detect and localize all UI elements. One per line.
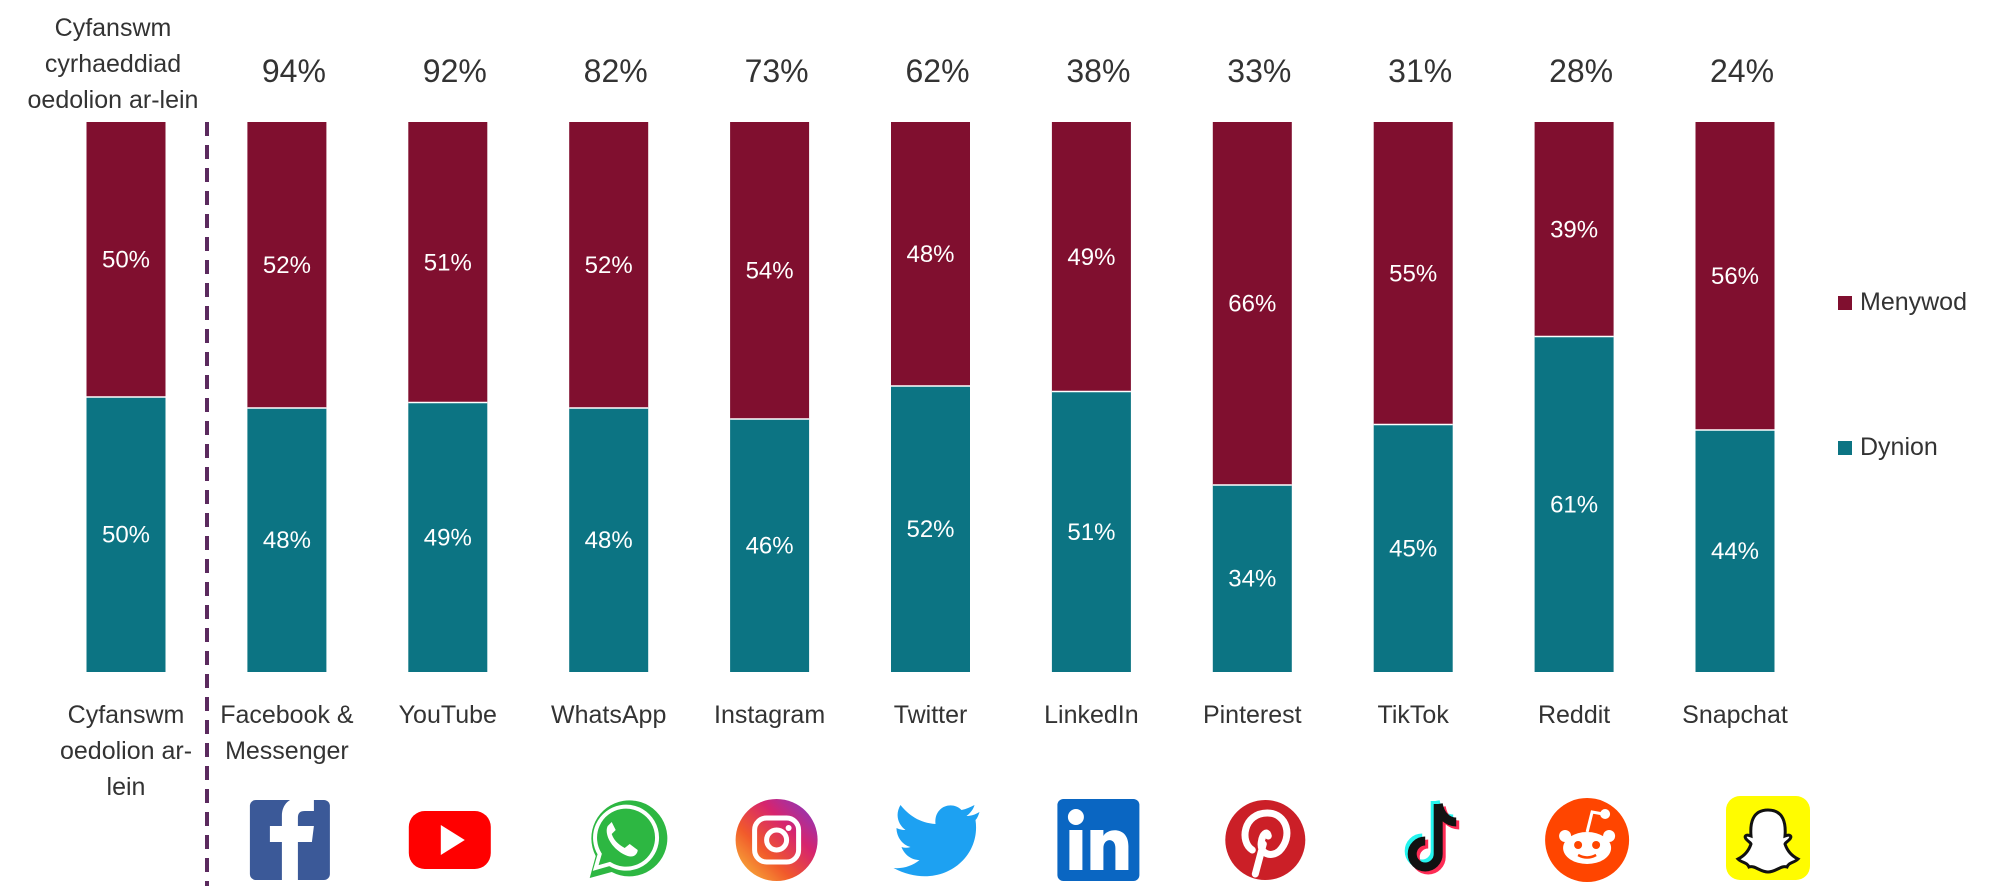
legend-swatch	[1838, 296, 1852, 310]
bar-segment-dynion	[247, 408, 327, 672]
data-label-menywod: 49%	[1067, 244, 1115, 271]
reach-title-line: oedolion ar-lein	[28, 86, 199, 114]
category-label: YouTube	[399, 701, 497, 729]
bar-segment-menywod	[1373, 122, 1453, 425]
legend-label: Menywod	[1860, 288, 1967, 316]
bar-segment-menywod	[86, 122, 166, 397]
data-label-dynion: 51%	[1067, 519, 1115, 546]
bar-segment-menywod	[408, 122, 488, 403]
legend: Menywod Dynion	[1838, 288, 1967, 461]
category-label: LinkedIn	[1044, 701, 1139, 729]
bar-segment-menywod	[891, 122, 970, 386]
category-label: Pinterest	[1203, 701, 1302, 729]
pinterest-icon	[1225, 800, 1306, 880]
bar-segment-menywod	[1534, 122, 1614, 337]
bar-segment-dynion	[1534, 336, 1614, 672]
data-label-dynion: 50%	[102, 522, 150, 549]
bar-segment-dynion	[86, 397, 166, 672]
bar-segment-dynion	[891, 386, 970, 672]
instagram-icon	[735, 799, 818, 881]
bar-segment-dynion	[1373, 424, 1453, 672]
tiktok-icon	[1404, 799, 1460, 875]
data-label-dynion: 46%	[746, 533, 794, 560]
category-label: Messenger	[225, 737, 349, 765]
platform-icons	[249, 796, 1810, 882]
category-label: lein	[107, 773, 146, 801]
data-label-dynion: 48%	[263, 527, 311, 554]
data-label-menywod: 50%	[102, 247, 150, 274]
bar-segment-menywod	[1212, 122, 1292, 485]
category-label: Twitter	[894, 701, 968, 729]
bar-segment-dynion	[730, 419, 810, 672]
data-label-menywod: 52%	[263, 252, 311, 279]
bar-segment-dynion	[1051, 391, 1131, 672]
category-label: Facebook &	[220, 701, 354, 729]
reach-value: 82%	[584, 53, 648, 89]
category-label: WhatsApp	[551, 701, 666, 729]
data-label-menywod: 52%	[585, 252, 633, 279]
reach-value: 24%	[1710, 53, 1774, 89]
legend-label: Dynion	[1860, 433, 1938, 461]
category-label: oedolion ar-	[60, 737, 192, 765]
data-label-dynion: 52%	[906, 516, 954, 543]
data-label-menywod: 56%	[1711, 263, 1759, 290]
data-label-dynion: 48%	[585, 527, 633, 554]
reach-value: 62%	[905, 53, 969, 89]
linkedin-icon	[1057, 799, 1140, 881]
data-label-dynion: 61%	[1550, 491, 1598, 518]
category-label: Instagram	[714, 701, 825, 729]
data-label-menywod: 39%	[1550, 216, 1598, 243]
reach-values: 94% 92% 82% 73% 62% 38% 33% 31% 28% 24%	[262, 53, 1774, 89]
bar-segment-menywod	[247, 122, 327, 408]
facebook-icon	[249, 797, 330, 880]
reach-value: 28%	[1549, 53, 1613, 89]
reach-value: 31%	[1388, 53, 1452, 89]
data-label-menywod: 66%	[1228, 291, 1276, 318]
bars-layer: 50% 50% 52% 48% 51% 49% 52% 48% 54% 46% 48% 52% 49% 5…	[86, 122, 1775, 672]
category-label: Snapchat	[1682, 701, 1788, 729]
data-label-dynion: 44%	[1711, 538, 1759, 565]
legend-swatch	[1838, 441, 1852, 455]
reach-title: Cyfanswm cyrhaeddiad oedolion ar-lein	[28, 14, 199, 114]
bar-segment-menywod	[1695, 122, 1775, 430]
bar-segment-menywod	[569, 122, 649, 408]
category-label: Cyfanswm	[68, 701, 185, 729]
reach-value: 73%	[745, 53, 809, 89]
data-label-dynion: 49%	[424, 524, 472, 551]
youtube-icon	[408, 811, 491, 869]
data-label-dynion: 45%	[1389, 535, 1437, 562]
reach-value: 94%	[262, 53, 326, 89]
bar-segment-dynion	[408, 402, 488, 672]
data-label-menywod: 55%	[1389, 260, 1437, 287]
reach-value: 92%	[423, 53, 487, 89]
bar-segment-menywod	[1051, 122, 1131, 392]
data-label-menywod: 48%	[906, 241, 954, 268]
twitter-icon	[893, 805, 980, 877]
bar-segment-dynion	[569, 408, 649, 672]
data-label-menywod: 51%	[424, 249, 472, 276]
reach-value: 38%	[1066, 53, 1130, 89]
reach-title-line: cyrhaeddiad	[45, 50, 181, 78]
whatsapp-icon	[589, 800, 668, 878]
category-label: TikTok	[1378, 701, 1450, 729]
snapchat-icon	[1726, 796, 1810, 880]
category-labels: Cyfanswm oedolion ar-lein Facebook & Messen…	[60, 701, 1788, 801]
reach-title-line: Cyfanswm	[55, 14, 172, 42]
bar-segment-dynion	[1695, 430, 1775, 672]
bar-segment-menywod	[730, 122, 810, 419]
data-label-dynion: 34%	[1228, 566, 1276, 593]
bar-segment-dynion	[1212, 485, 1292, 672]
reddit-icon	[1545, 798, 1630, 882]
reach-value: 33%	[1227, 53, 1291, 89]
data-label-menywod: 54%	[746, 258, 794, 285]
category-label: Reddit	[1538, 701, 1610, 729]
